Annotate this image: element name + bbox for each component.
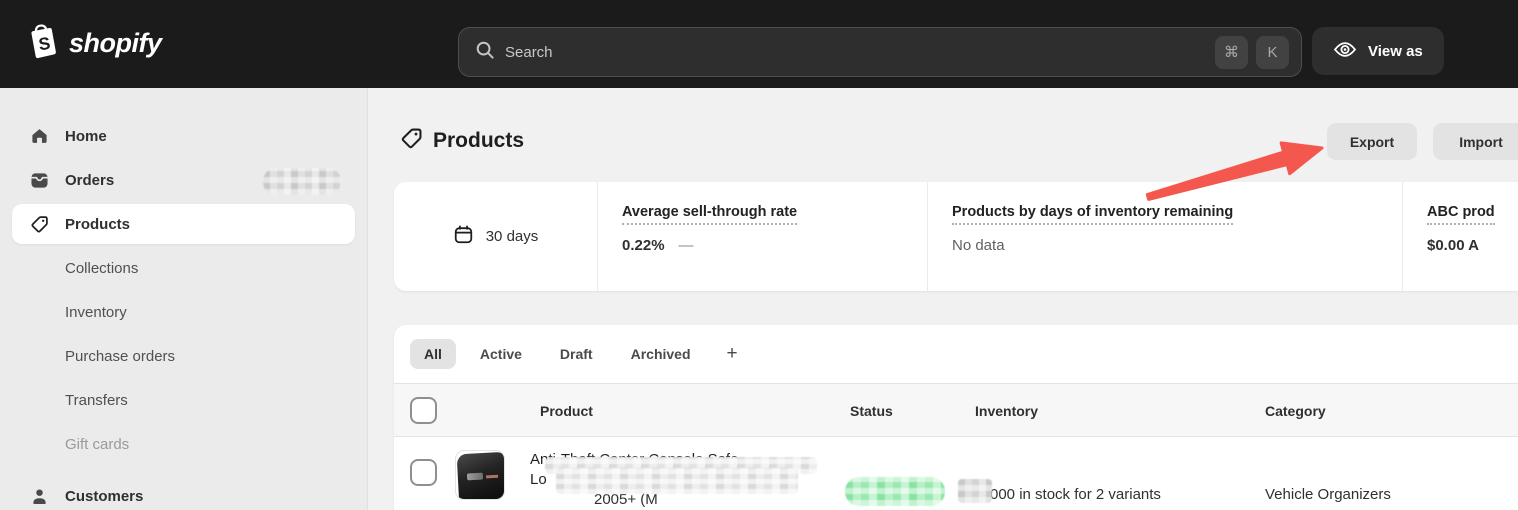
metric-value: No data xyxy=(952,237,1005,254)
row-checkbox[interactable] xyxy=(410,459,437,486)
sidebar-nav: Home Orders Products Collections Invento… xyxy=(0,88,368,510)
product-title-redaction xyxy=(556,468,798,494)
metric-value: 0.22% xyxy=(622,237,665,254)
search-shortcut: ⌘ K xyxy=(1215,35,1289,69)
sidebar-item-label: Home xyxy=(65,127,107,145)
product-title-line3: 2005+ (M xyxy=(594,491,658,508)
shopify-wordmark: shopify xyxy=(69,28,162,58)
column-header-status: Status xyxy=(850,403,893,419)
sidebar-item-label: Customers xyxy=(65,487,144,505)
product-title-line2: Lo xyxy=(530,471,547,488)
orders-icon xyxy=(30,171,49,190)
metric-days-of-inventory: Products by days of inventory remaining … xyxy=(928,182,1403,291)
metric-title[interactable]: Average sell-through rate xyxy=(622,204,798,225)
metric-delta: — xyxy=(678,237,694,254)
sidebar-item-home[interactable]: Home xyxy=(12,116,355,156)
add-view-button[interactable]: + xyxy=(715,340,750,368)
home-icon xyxy=(30,127,49,146)
page-title-text: Products xyxy=(433,129,525,152)
inventory-count-redaction xyxy=(958,479,992,503)
import-button[interactable]: Import xyxy=(1433,123,1518,160)
tab-draft[interactable]: Draft xyxy=(546,339,607,369)
product-thumbnail[interactable] xyxy=(455,450,505,500)
person-icon xyxy=(30,487,49,506)
column-header-inventory: Inventory xyxy=(975,403,1039,419)
sidebar-item-label: Purchase orders xyxy=(65,347,176,365)
search-icon xyxy=(475,40,495,65)
select-all-checkbox[interactable] xyxy=(410,397,437,424)
search-input[interactable] xyxy=(505,43,1215,61)
sidebar-item-inventory[interactable]: Inventory xyxy=(12,292,355,332)
sidebar-item-label: Orders xyxy=(65,171,115,189)
product-image-keypad xyxy=(466,472,484,481)
sidebar-item-gift-cards[interactable]: Gift cards xyxy=(12,424,355,464)
table-header: Product Status Inventory Category xyxy=(394,383,1518,437)
metrics-card: 30 days Average sell-through rate 0.22% —… xyxy=(394,182,1518,291)
cmd-key: ⌘ xyxy=(1215,35,1248,69)
metric-sell-through: Average sell-through rate 0.22% — xyxy=(598,182,928,291)
sidebar-item-customers[interactable]: Customers xyxy=(12,476,355,510)
date-range-selector[interactable]: 30 days xyxy=(394,182,598,291)
tab-all[interactable]: All xyxy=(410,339,456,369)
metric-title[interactable]: ABC prod xyxy=(1427,204,1495,225)
tab-active[interactable]: Active xyxy=(466,339,536,369)
top-bar: S shopify ⌘ K View as xyxy=(0,0,1518,88)
date-range-label: 30 days xyxy=(485,228,539,245)
svg-text:S: S xyxy=(37,33,51,54)
status-badge-redacted xyxy=(845,477,945,506)
sidebar-item-label: Transfers xyxy=(65,391,128,409)
sidebar-item-orders[interactable]: Orders xyxy=(12,160,355,200)
page-title: Products xyxy=(400,127,524,155)
global-search[interactable]: ⌘ K xyxy=(458,27,1302,77)
tab-archived[interactable]: Archived xyxy=(617,339,705,369)
sidebar-item-transfers[interactable]: Transfers xyxy=(12,380,355,420)
tag-icon xyxy=(30,215,49,234)
sidebar-item-label: Collections xyxy=(65,259,139,277)
k-key: K xyxy=(1256,35,1289,69)
tag-icon xyxy=(400,127,423,155)
view-tabs: All Active Draft Archived + xyxy=(394,325,1518,383)
view-as-button[interactable]: View as xyxy=(1312,27,1444,75)
export-button[interactable]: Export xyxy=(1327,123,1417,160)
column-header-product: Product xyxy=(540,403,593,419)
sidebar-item-products[interactable]: Products xyxy=(12,204,355,244)
sidebar-item-collections[interactable]: Collections xyxy=(12,248,355,288)
metric-abc-analysis: ABC prod $0.00 A xyxy=(1403,182,1518,291)
eye-icon xyxy=(1333,41,1357,62)
orders-count-badge-redacted xyxy=(263,168,341,195)
sidebar-item-label: Products xyxy=(65,215,131,233)
shopify-bag-icon: S xyxy=(27,22,60,65)
view-as-label: View as xyxy=(1368,42,1423,60)
sidebar-item-label: Gift cards xyxy=(65,435,130,453)
category-cell: Vehicle Organizers xyxy=(1265,486,1391,503)
metric-value: $0.00 A xyxy=(1427,237,1479,254)
calendar-icon xyxy=(453,224,474,249)
metric-title[interactable]: Products by days of inventory remaining xyxy=(952,204,1234,225)
inventory-cell: 000 in stock for 2 variants xyxy=(990,486,1161,503)
sidebar-item-purchase-orders[interactable]: Purchase orders xyxy=(12,336,355,376)
shopify-logo[interactable]: S shopify xyxy=(27,22,162,65)
sidebar-item-label: Inventory xyxy=(65,303,127,321)
column-header-category: Category xyxy=(1265,403,1326,419)
